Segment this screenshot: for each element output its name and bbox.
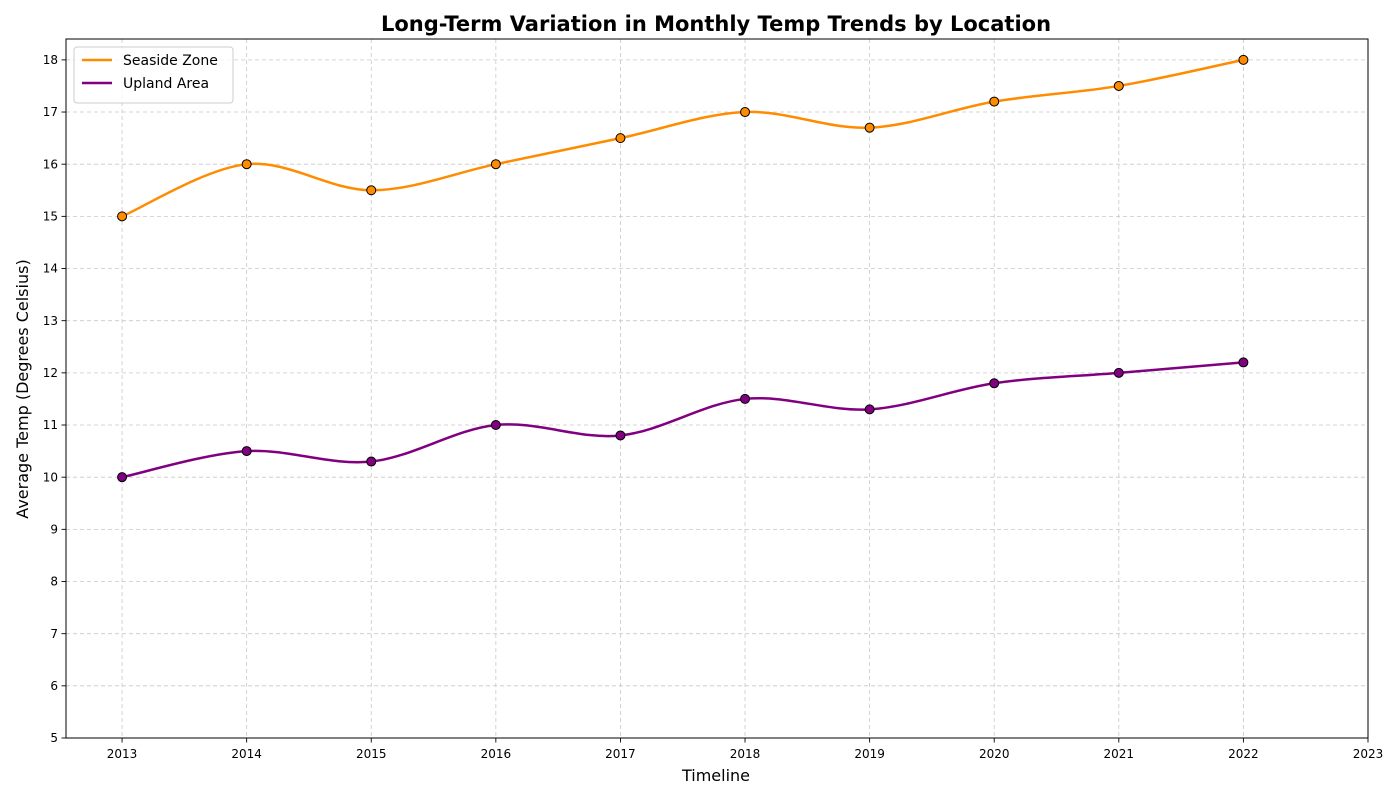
x-tick-label: 2023: [1353, 747, 1384, 761]
y-tick-label: 13: [43, 314, 58, 328]
data-point-upland-area: [1113, 367, 1124, 378]
y-tick-label: 5: [50, 731, 58, 745]
data-point-seaside-zone: [1238, 54, 1249, 65]
y-tick-label: 18: [43, 53, 58, 67]
x-tick-label: 2018: [730, 747, 761, 761]
data-point-seaside-zone: [241, 159, 252, 170]
x-tick-label: 2019: [854, 747, 885, 761]
legend: Seaside Zone Upland Area: [73, 46, 234, 104]
y-axis-label: Average Temp (Degrees Celsius): [13, 259, 32, 518]
data-point-upland-area: [366, 456, 377, 467]
series-lines: [121, 58, 1244, 479]
data-point-seaside-zone: [117, 211, 128, 222]
data-point-upland-area: [864, 404, 875, 415]
chart-title: Long-Term Variation in Monthly Temp Tren…: [381, 12, 1051, 36]
series-line-seaside-zone: [121, 58, 1244, 218]
data-point-seaside-zone: [1113, 80, 1124, 91]
y-tick-label: 11: [43, 418, 58, 432]
data-point-seaside-zone: [864, 122, 875, 133]
axis-ticks: 2013 2014 2015 2016 2017 2018 2019 2020 2021 2022…: [43, 53, 1384, 761]
data-point-seaside-zone: [490, 159, 501, 170]
x-tick-label: 2021: [1104, 747, 1135, 761]
data-point-upland-area: [241, 446, 252, 457]
legend-box: [73, 46, 234, 104]
x-tick-label: 2020: [979, 747, 1010, 761]
x-tick-label: 2016: [481, 747, 512, 761]
data-point-upland-area: [1238, 357, 1249, 368]
data-point-upland-area: [117, 472, 128, 483]
grid: [66, 39, 1369, 739]
y-tick-label: 8: [50, 575, 58, 589]
data-point-upland-area: [615, 430, 626, 441]
legend-label-upland-area: Upland Area: [123, 76, 209, 92]
data-point-upland-area: [740, 393, 751, 404]
data-point-seaside-zone: [615, 133, 626, 144]
x-tick-label: 2013: [107, 747, 138, 761]
data-point-seaside-zone: [740, 107, 751, 118]
plot-area-frame: [65, 38, 1369, 739]
y-tick-label: 15: [43, 210, 58, 224]
x-tick-label: 2015: [356, 747, 387, 761]
y-tick-label: 17: [43, 105, 58, 119]
data-point-upland-area: [989, 378, 1000, 389]
y-tick-label: 12: [43, 366, 58, 380]
x-tick-label: 2022: [1228, 747, 1259, 761]
x-tick-label: 2017: [605, 747, 636, 761]
series-line-upland-area: [121, 361, 1244, 479]
data-point-upland-area: [490, 420, 501, 431]
y-tick-label: 9: [50, 523, 58, 537]
x-tick-label: 2014: [231, 747, 262, 761]
data-point-seaside-zone: [366, 185, 377, 196]
series-markers: [117, 54, 1249, 483]
y-tick-label: 10: [43, 470, 58, 484]
y-tick-label: 16: [43, 157, 58, 171]
x-axis-label: Timeline: [681, 766, 750, 785]
y-tick-label: 7: [50, 627, 58, 641]
data-point-seaside-zone: [989, 96, 1000, 107]
y-tick-label: 14: [43, 262, 58, 276]
y-tick-label: 6: [50, 679, 58, 693]
legend-label-seaside-zone: Seaside Zone: [123, 53, 218, 69]
